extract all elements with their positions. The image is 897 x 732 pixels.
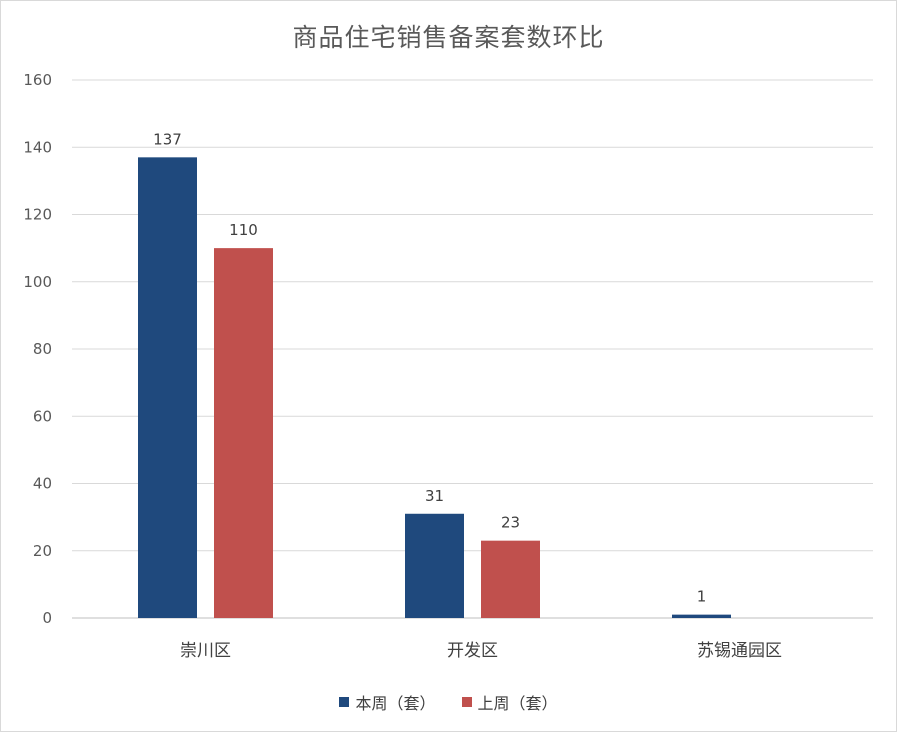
x-tick-label: 苏锡通园区 [697,641,782,661]
legend-label-last-week: 上周（套） [477,694,558,713]
x-tick-label: 崇川区 [180,641,231,661]
legend: 本周（套） 上周（套） [0,690,897,714]
y-tick-label: 140 [23,138,52,156]
bar-this-week [138,157,197,618]
y-tick-label: 100 [23,273,52,291]
legend-swatch-last-week [461,697,472,707]
legend-item-this-week: 本周（套） [339,690,436,714]
bar-last-week [214,248,273,618]
y-tick-label: 20 [33,542,52,560]
legend-item-last-week: 上周（套） [461,690,558,714]
legend-label-this-week: 本周（套） [355,694,436,713]
bar-this-week [405,513,464,618]
y-tick-label: 160 [23,71,52,89]
data-label: 1 [697,588,707,606]
y-tick-label: 120 [23,206,52,224]
data-label: 23 [501,514,520,532]
bar-this-week [672,614,731,618]
legend-swatch-this-week [339,697,350,707]
y-tick-label: 60 [33,407,52,425]
y-tick-label: 40 [33,475,52,493]
data-label: 31 [425,487,444,505]
x-tick-label: 开发区 [447,641,498,661]
y-tick-label: 80 [33,340,52,358]
chart-title: 商品住宅销售备案套数环比 [292,23,605,52]
bar-last-week [481,540,540,618]
data-label: 137 [153,130,182,148]
data-label: 110 [229,221,258,239]
y-tick-label: 0 [42,609,52,627]
